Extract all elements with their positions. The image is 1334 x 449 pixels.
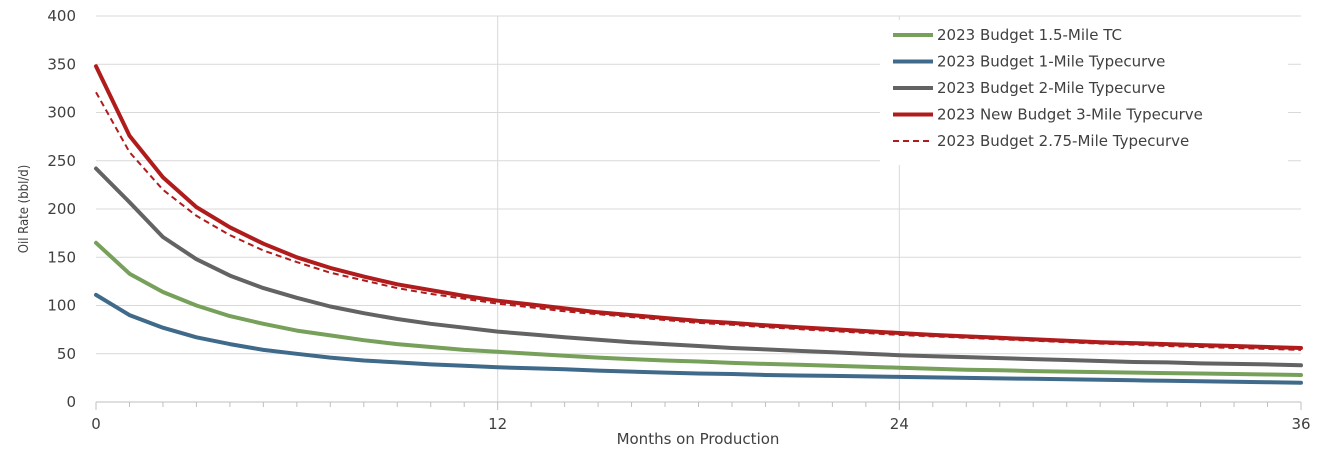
y-tick-label-6: 300	[47, 104, 76, 122]
axes	[95, 401, 1302, 410]
y-tick-label-5: 250	[47, 152, 76, 170]
legend-label-3: 2023 New Budget 3-Mile Typecurve	[937, 106, 1203, 124]
x-tick-labels: 0 12 24 36	[91, 415, 1310, 433]
series-line-1	[94, 292, 1303, 385]
y-axis-title: Oil Rate (bbl/d)	[17, 165, 32, 254]
y-tick-label-2: 100	[47, 297, 76, 315]
x-tick-label-3: 36	[1291, 415, 1310, 433]
series-line-2	[94, 166, 1303, 368]
x-tick-label-0: 0	[91, 415, 101, 433]
legend-label-1: 2023 Budget 1-Mile Typecurve	[937, 53, 1165, 71]
y-tick-labels: 0 50 100 150 200 250 300 350 400	[47, 7, 76, 411]
legend-label-2: 2023 Budget 2-Mile Typecurve	[937, 79, 1165, 97]
x-tick-label-1: 12	[488, 415, 507, 433]
y-tick-label-1: 50	[57, 345, 76, 363]
y-tick-label-8: 400	[47, 7, 76, 25]
series-lines	[94, 64, 1303, 385]
y-tick-label-0: 0	[66, 393, 76, 411]
legend: 2023 Budget 1.5-Mile TC 2023 Budget 1-Mil…	[880, 20, 1288, 165]
legend-label-4: 2023 Budget 2.75-Mile Typecurve	[937, 132, 1189, 150]
series-line-0	[94, 240, 1303, 377]
legend-box	[880, 20, 1288, 165]
series-line-3	[94, 64, 1303, 350]
x-tick-label-2: 24	[890, 415, 909, 433]
y-tick-label-7: 350	[47, 55, 76, 73]
legend-label-0: 2023 Budget 1.5-Mile TC	[937, 26, 1122, 44]
y-tick-label-4: 200	[47, 200, 76, 218]
x-axis-title: Months on Production	[617, 430, 780, 448]
y-tick-label-3: 150	[47, 248, 76, 266]
